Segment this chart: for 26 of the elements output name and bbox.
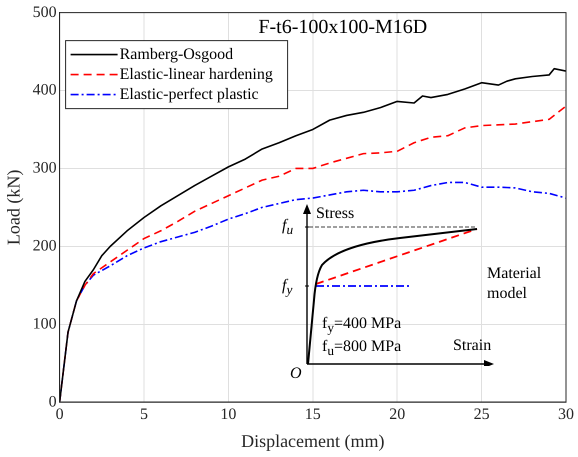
x-tick-label: 30 (558, 406, 574, 424)
legend-label: Elastic-perfect plastic (120, 86, 259, 103)
annotation: f$_{y}$ (282, 276, 292, 300)
y-tick-label: 400 (32, 82, 57, 99)
x-axis-title: Displacement (mm) (241, 430, 385, 451)
y-tick-label: 100 (32, 315, 57, 332)
annotation: Stress (316, 204, 354, 224)
x-tick-label: 15 (304, 406, 321, 424)
y-tick-label: 200 (32, 238, 57, 255)
annotation: O (290, 364, 302, 384)
legend-label: Elastic-linear hardening (120, 66, 273, 83)
y-tick-label: 0 (48, 393, 57, 410)
x-tick-label: 5 (140, 406, 148, 424)
annotation: f$_{u}$ (282, 216, 294, 240)
legend-label: Ramberg-Osgood (120, 46, 234, 63)
x-tick-label: 25 (474, 406, 490, 424)
annotation: Strain (453, 336, 492, 356)
x-tick-label: 10 (220, 406, 236, 424)
annotation: Material model (487, 264, 542, 304)
annotation: f$_{y}$=400 MPa (322, 314, 402, 338)
chart-title: F-t6-100x100-M16D (258, 16, 428, 38)
y-tick-label: 300 (32, 160, 57, 177)
y-axis-title: Load (kN) (4, 170, 24, 246)
y-tick-label: 500 (32, 4, 57, 21)
annotation: f$_{u}$=800 MPa (322, 337, 402, 360)
x-tick-label: 20 (389, 406, 406, 424)
